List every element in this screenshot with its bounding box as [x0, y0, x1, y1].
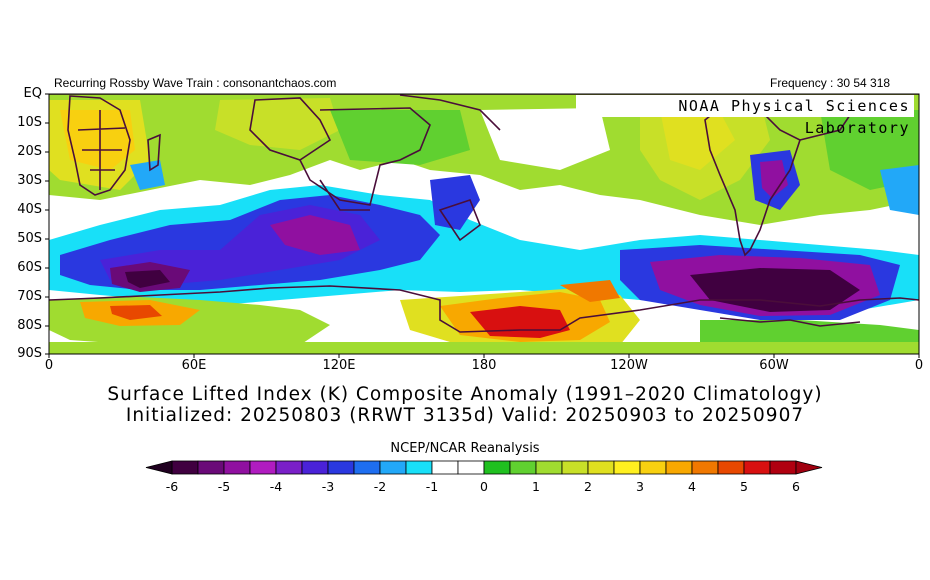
lon-label: 120W [610, 358, 648, 373]
colorbar-label: 0 [480, 479, 488, 494]
lon-label: 120E [322, 358, 356, 373]
colorbar-label: 3 [636, 479, 644, 494]
coastlines [49, 94, 919, 333]
colorbar-swatch [665, 460, 693, 475]
lon-label: 60W [759, 358, 789, 373]
colorbar-under-arrow [145, 460, 173, 475]
colorbar-swatch [275, 460, 303, 475]
colorbar-label: -2 [373, 479, 387, 494]
colorbar-swatch [769, 460, 797, 475]
colorbar-swatch [509, 460, 537, 475]
lab-label: NOAA Physical Sciences Laboratory [576, 95, 914, 137]
colorbar-swatch [587, 460, 615, 475]
colorbar-swatch [379, 460, 407, 475]
colorbar-swatch [457, 460, 485, 475]
colorbar-swatch [561, 460, 589, 475]
colorbar-swatch [405, 460, 433, 475]
lon-label: 180 [471, 358, 497, 373]
colorbar-swatch [717, 460, 745, 475]
colorbar [145, 460, 823, 475]
lat-label: 50S [17, 231, 42, 246]
colorbar-swatch [743, 460, 771, 475]
colorbar-label: 1 [532, 479, 540, 494]
colorbar-swatch [197, 460, 225, 475]
colorbar-swatch [431, 460, 459, 475]
colorbar-swatch [613, 460, 641, 475]
colorbar-swatch [639, 460, 667, 475]
colorbar-swatch [353, 460, 381, 475]
colorbar-label: -3 [321, 479, 335, 494]
colorbar-label: -1 [425, 479, 439, 494]
anomaly-field [49, 94, 919, 354]
lat-label: 20S [17, 144, 42, 159]
lat-label: 40S [17, 202, 42, 217]
lat-label: 10S [17, 115, 42, 130]
header-right-text: Frequency : 30 54 318 [770, 76, 891, 90]
colorbar-label: 2 [584, 479, 592, 494]
lat-label: 60S [17, 260, 42, 275]
lat-label: 30S [17, 173, 42, 188]
colorbar-over-arrow [795, 460, 823, 475]
lon-label: 0 [44, 358, 54, 373]
colorbar-swatch [327, 460, 355, 475]
title-line-2: Initialized: 20250803 (RRWT 3135d) Valid… [125, 405, 805, 426]
colorbar-swatch [483, 460, 511, 475]
colorbar-swatch [171, 460, 199, 475]
axis-ticks [45, 93, 920, 358]
colorbar-label: 5 [740, 479, 748, 494]
lat-label: 70S [17, 289, 42, 304]
header-left-text: Recurring Rossby Wave Train : consonantc… [54, 76, 337, 90]
colorbar-label: 4 [688, 479, 696, 494]
colorbar-label: -5 [217, 479, 231, 494]
colorbar-swatch [223, 460, 251, 475]
colorbar-swatch [691, 460, 719, 475]
colorbar-swatch [535, 460, 563, 475]
source-label: NCEP/NCAR Reanalysis [390, 441, 540, 456]
colorbar-swatch [301, 460, 329, 475]
lat-label: 80S [17, 318, 42, 333]
lat-label: EQ [23, 86, 42, 101]
colorbar-swatch [249, 460, 277, 475]
lat-label: 90S [17, 346, 42, 361]
lon-label: 60E [181, 358, 207, 373]
colorbar-label: -6 [165, 479, 179, 494]
title-line-1: Surface Lifted Index (K) Composite Anoma… [107, 384, 823, 405]
colorbar-label: 6 [792, 479, 800, 494]
colorbar-label: -4 [269, 479, 283, 494]
lon-label: 0 [914, 358, 924, 373]
